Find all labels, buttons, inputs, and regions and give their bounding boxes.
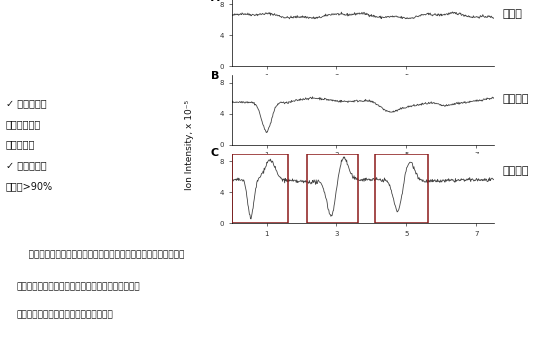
Bar [232, 154, 288, 223]
Text: 流动相: 流动相 [502, 9, 522, 19]
Text: Ion Intensity, x 10⁻⁵: Ion Intensity, x 10⁻⁵ [185, 100, 194, 190]
Bar [307, 154, 358, 223]
Text: ✓ 基质抑制程: ✓ 基质抑制程 [6, 160, 46, 170]
Bar [375, 154, 428, 223]
Text: 该法的优点是可以方便地考察评价不同样品处理方法: 该法的优点是可以方便地考察评价不同样品处理方法 [17, 282, 141, 291]
Text: 剂前沿发生: 剂前沿发生 [6, 140, 35, 150]
Text: 不仅限于在溶: 不仅限于在溶 [6, 119, 41, 129]
Text: A: A [210, 0, 219, 3]
Text: 液液萸取: 液液萸取 [502, 94, 528, 104]
Text: 蛋白沉淠: 蛋白沉淠 [502, 166, 528, 176]
Text: ✓ 基质效应并: ✓ 基质效应并 [6, 98, 46, 108]
Text: 度可以>90%: 度可以>90% [6, 181, 52, 191]
Text: C: C [210, 148, 219, 158]
Text: B: B [210, 71, 219, 81]
Text: 动态观察基质效应在整个色谱分析过程中对待测成分响应的影响。: 动态观察基质效应在整个色谱分析过程中对待测成分响应的影响。 [17, 250, 184, 259]
Text: 对响应的影响，以及选择合适的色谱条件: 对响应的影响，以及选择合适的色谱条件 [17, 311, 113, 320]
